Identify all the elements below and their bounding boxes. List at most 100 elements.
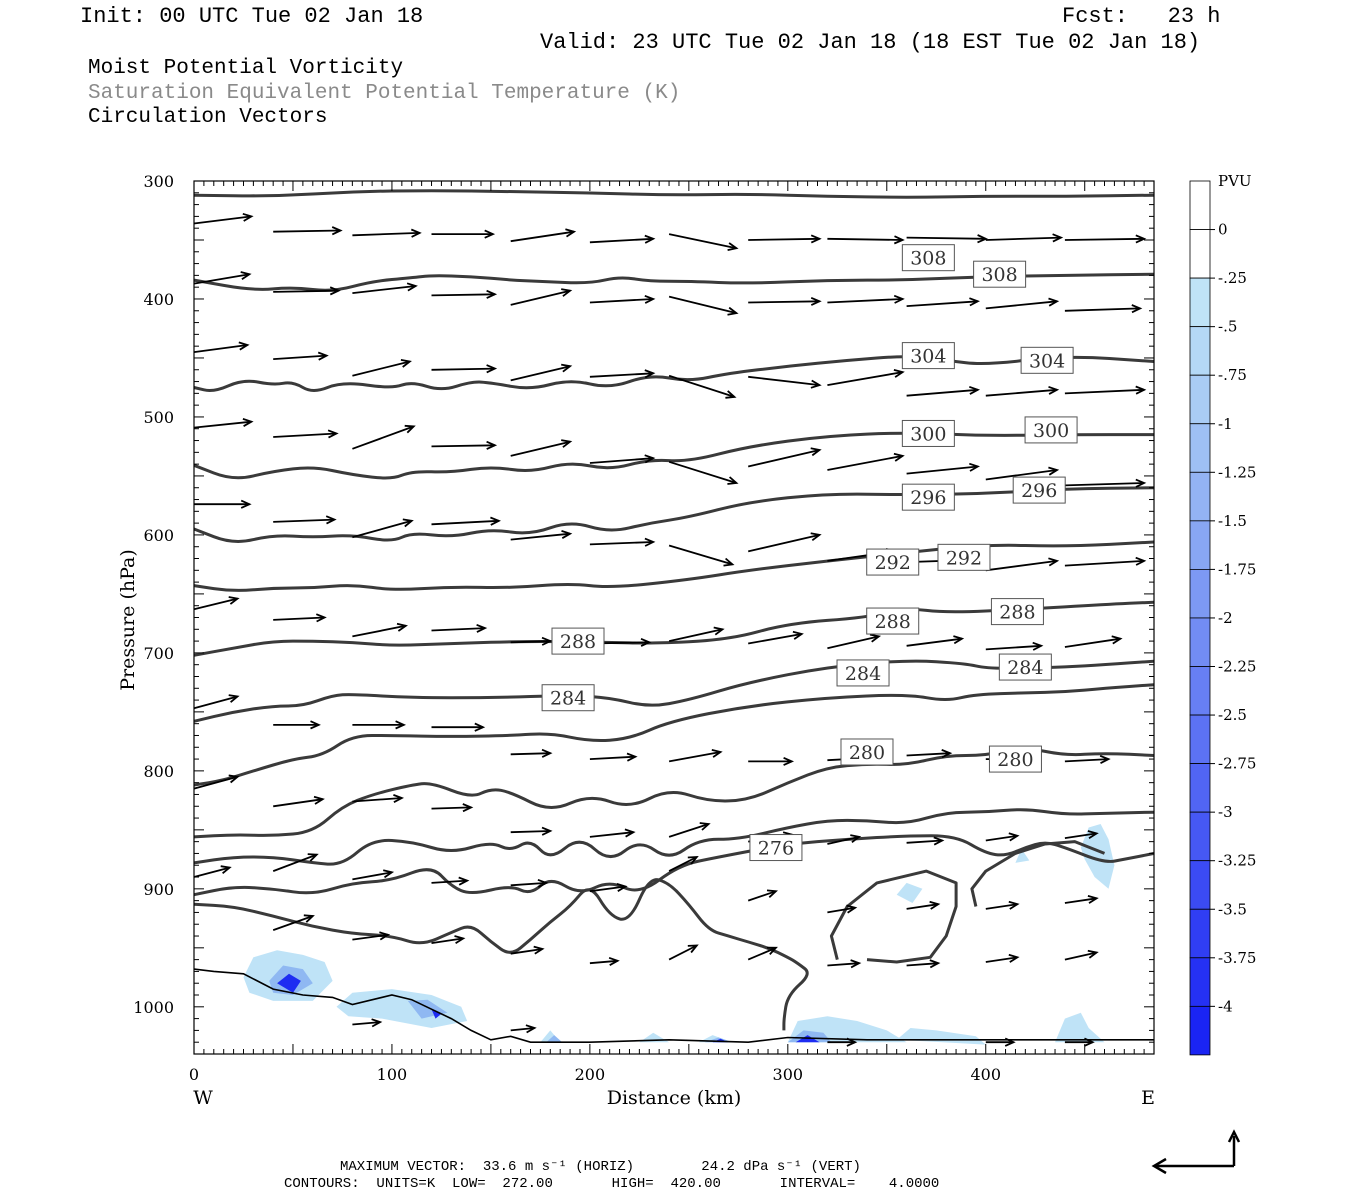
y-tick-label: 500 xyxy=(143,408,174,427)
colorbar-label: -2.5 xyxy=(1218,706,1247,724)
colorbar-label: -1.5 xyxy=(1218,512,1247,530)
colorbar-swatch xyxy=(1189,714,1211,764)
colorbar-label: -1.25 xyxy=(1218,463,1256,481)
x-tick-label: 200 xyxy=(575,1065,606,1084)
colorbar-label: -.5 xyxy=(1218,318,1237,336)
circulation-vector xyxy=(1064,754,1111,765)
contour-label-292: 292 xyxy=(937,543,991,571)
circulation-vector xyxy=(668,374,737,399)
circulation-vector xyxy=(906,234,988,244)
circulation-vector xyxy=(352,282,418,294)
colorbar-swatch xyxy=(1189,957,1211,1007)
contour-label-text: 296 xyxy=(910,487,946,509)
circulation-vector xyxy=(906,900,941,910)
circulation-vector xyxy=(589,294,656,304)
y-tick-label: 800 xyxy=(143,762,174,781)
contour-label-296: 296 xyxy=(901,483,955,511)
contour-labels-layer: 308 308 304 304 300 300 296 296 292 292 288 288 288 2… xyxy=(541,244,1078,862)
circulation-vector xyxy=(985,385,1060,397)
circulation-vector xyxy=(589,883,628,893)
contour-label-284: 284 xyxy=(541,684,595,712)
circulation-vector xyxy=(747,532,822,553)
pv-patch xyxy=(896,1028,986,1045)
contour-label-text: 308 xyxy=(910,248,946,270)
circulation-vector xyxy=(194,499,252,509)
circulation-vector xyxy=(431,440,498,450)
circulation-vector xyxy=(747,447,822,468)
x-tick-label: 400 xyxy=(970,1065,1001,1084)
contour-label-288: 288 xyxy=(866,607,920,635)
circulation-vector xyxy=(906,959,941,969)
x-end-label-west: W xyxy=(193,1087,213,1109)
colorbar-label: -1 xyxy=(1218,415,1233,433)
circulation-vector xyxy=(510,363,573,382)
circulation-vector xyxy=(985,557,1060,572)
circulation-vector xyxy=(510,636,553,646)
colorbar-label: -4 xyxy=(1218,997,1233,1015)
y-tick-label: 700 xyxy=(143,644,174,663)
contour-label-text: 292 xyxy=(946,547,982,569)
circulation-vector xyxy=(589,537,656,547)
circulation-vector xyxy=(827,294,905,304)
circulation-vector xyxy=(1064,1037,1095,1047)
circulation-vector xyxy=(985,233,1064,243)
circulation-vector xyxy=(431,876,470,886)
circulation-vector xyxy=(352,720,407,730)
circulation-vector xyxy=(352,931,391,941)
contour-label-296: 296 xyxy=(1012,476,1066,504)
pv-patch xyxy=(336,989,468,1028)
circulation-vector xyxy=(827,235,905,245)
circulation-vector xyxy=(747,946,778,961)
contour-label-text: 300 xyxy=(1033,420,1069,442)
circulation-vector xyxy=(589,454,656,464)
circulation-vector xyxy=(1064,830,1099,839)
circulation-vector xyxy=(352,424,416,450)
circulation-vector xyxy=(906,462,980,475)
circulation-vector xyxy=(1064,234,1147,244)
pv-patch xyxy=(1015,848,1030,863)
circulation-vector xyxy=(352,228,422,238)
circulation-vector xyxy=(748,630,804,645)
circulation-vector xyxy=(193,694,240,710)
circulation-vector xyxy=(906,836,945,846)
axes-layer: 0 100 200 300 400 300 400 500 600 700 800 900 1000 xyxy=(133,172,1155,1084)
y-tick-label: 600 xyxy=(143,526,174,545)
colorbar-swatch xyxy=(1189,520,1211,570)
colorbar-swatch xyxy=(1189,860,1211,910)
colorbar-label: -2.25 xyxy=(1218,658,1256,676)
contour-label-288: 288 xyxy=(551,627,605,655)
colorbar-swatch xyxy=(1189,666,1211,716)
circulation-vector xyxy=(985,832,1020,842)
colorbar-label: -3.5 xyxy=(1218,900,1247,918)
contour-label-text: 276 xyxy=(758,838,794,860)
contour-label-284: 284 xyxy=(836,659,890,687)
theta-es-contour-308 xyxy=(193,189,1155,199)
circulation-vector xyxy=(827,1037,858,1047)
contour-info-note: CONTOURS: UNITS=K LOW= 272.00 HIGH= 420.… xyxy=(284,1176,940,1192)
circulation-vector xyxy=(668,295,739,316)
circulation-vector xyxy=(906,749,953,759)
colorbar-swatch xyxy=(1189,471,1211,522)
contour-label-text: 304 xyxy=(1029,350,1065,372)
circulation-vector xyxy=(431,803,474,813)
contour-label-304: 304 xyxy=(901,342,955,370)
contour-label-300: 300 xyxy=(1024,416,1078,444)
circulation-vector xyxy=(273,515,337,525)
contour-label-308: 308 xyxy=(973,260,1027,288)
circulation-vector xyxy=(273,720,321,730)
theta-es-contour-272 xyxy=(970,840,1106,907)
colorbar-label: -2 xyxy=(1218,609,1233,627)
circulation-vector xyxy=(510,826,553,836)
theta-es-contour-296 xyxy=(193,486,1155,543)
colorbar-swatch xyxy=(1189,617,1211,667)
field-theta-label: Saturation Equivalent Potential Temperat… xyxy=(88,82,681,105)
circulation-vector xyxy=(352,518,414,539)
colorbar-swatch xyxy=(1189,1005,1211,1056)
valid-time: Valid: 23 UTC Tue 02 Jan 18 (18 EST Tue … xyxy=(540,30,1201,55)
circulation-vector xyxy=(273,351,329,361)
circulation-vector xyxy=(985,466,1060,481)
pv-patch xyxy=(1080,824,1115,889)
terrain-surface-line xyxy=(193,968,1154,1044)
y-tick-label: 400 xyxy=(143,290,174,309)
